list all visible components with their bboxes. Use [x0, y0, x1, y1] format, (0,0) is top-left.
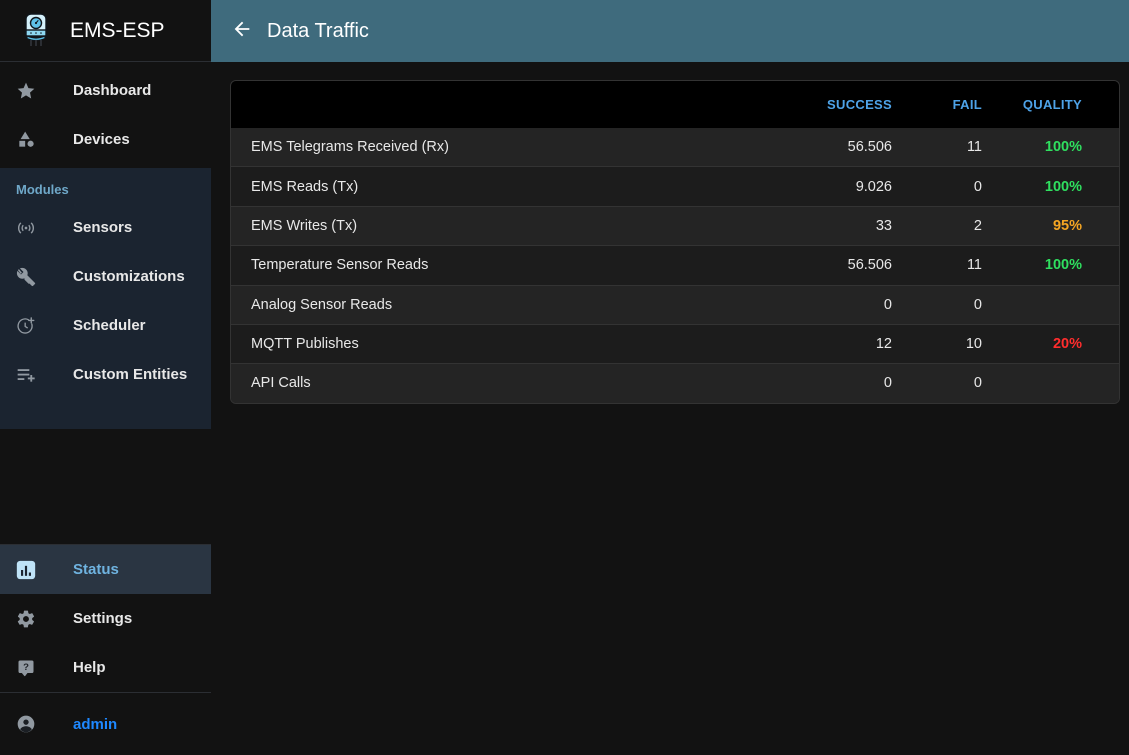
svg-text:?: ? [23, 661, 29, 672]
